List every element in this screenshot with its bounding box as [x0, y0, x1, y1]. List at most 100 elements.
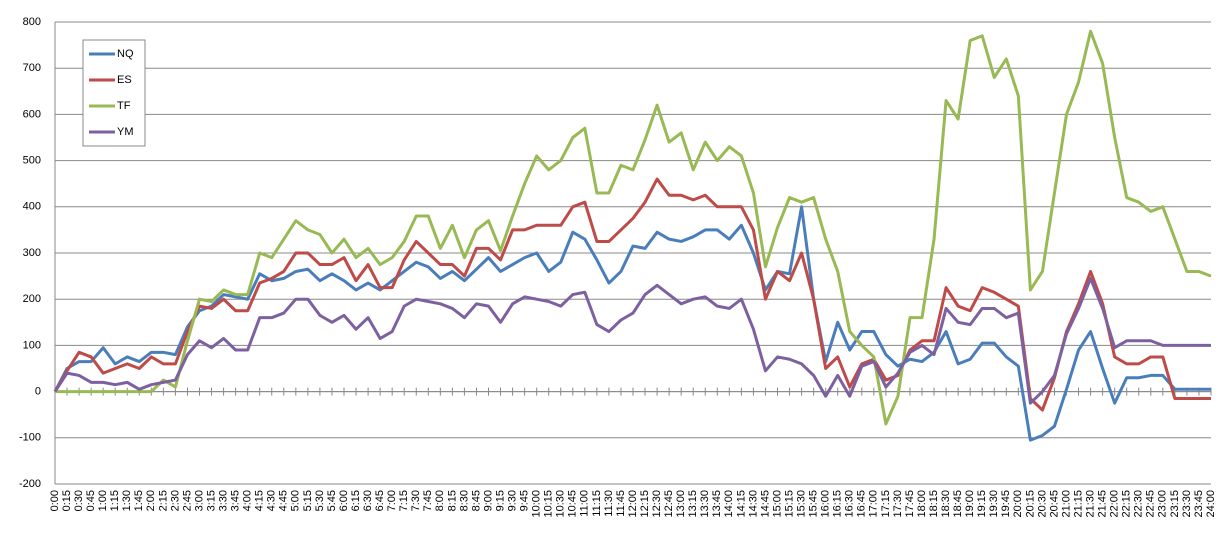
x-tick-label: 10:30	[555, 490, 567, 518]
x-tick-label: 1:30	[121, 490, 133, 511]
x-tick-label: 11:00	[579, 490, 591, 517]
x-tick-label: 19:15	[976, 490, 988, 518]
x-tick-label: 9:30	[506, 490, 518, 511]
y-tick-label: 400	[23, 201, 41, 213]
x-tick-label: 14:15	[735, 490, 747, 518]
x-tick-label: 16:30	[844, 490, 856, 518]
x-tick-label: 1:00	[97, 490, 109, 511]
x-tick-label: 3:45	[230, 490, 242, 511]
y-tick-label: 0	[35, 386, 41, 398]
x-tick-label: 1:45	[133, 490, 145, 511]
x-tick-label: 0:00	[49, 490, 61, 511]
x-tick-label: 18:30	[940, 490, 952, 518]
x-tick-label: 19:45	[1000, 490, 1012, 518]
x-tick-label: 15:30	[795, 490, 807, 518]
x-tick-label: 17:45	[904, 490, 916, 518]
x-tick-label: 5:30	[314, 490, 326, 511]
x-tick-label: 7:15	[398, 490, 410, 511]
legend-label: TF	[117, 100, 131, 112]
x-tick-label: 6:15	[350, 490, 362, 511]
y-tick-label: 300	[23, 247, 41, 259]
x-tick-label: 24:00	[1205, 490, 1217, 518]
y-tick-label: 800	[23, 16, 41, 28]
x-tick-label: 3:00	[193, 490, 205, 511]
x-tick-label: 2:45	[181, 490, 193, 511]
x-tick-label: 14:00	[723, 490, 735, 518]
x-tick-label: 21:45	[1097, 490, 1109, 518]
x-tick-label: 2:15	[157, 490, 169, 511]
x-tick-label: 0:30	[73, 490, 85, 511]
x-tick-label: 9:45	[519, 490, 531, 511]
x-tick-label: 8:30	[458, 490, 470, 511]
legend: NQ ES TF YM	[82, 39, 146, 147]
x-tick-label: 12:15	[639, 490, 651, 518]
x-tick-label: 18:45	[952, 490, 964, 518]
x-tick-label: 23:15	[1169, 490, 1181, 518]
series-line	[53, 177, 1211, 412]
y-tick-label: 700	[23, 62, 41, 74]
x-tick-label: 16:15	[832, 490, 844, 518]
x-tick-label: 17:00	[868, 490, 880, 518]
y-tick-label: 100	[23, 339, 41, 351]
x-tick-label: 0:15	[61, 490, 73, 511]
x-tick-label: 18:00	[916, 490, 928, 518]
x-tick-label: 16:00	[820, 490, 832, 518]
x-tick-label: 13:15	[687, 490, 699, 518]
x-tick-label: 10:15	[543, 490, 555, 518]
x-tick-label: 4:30	[266, 490, 278, 511]
x-tick-label: 11:30	[603, 490, 615, 517]
y-tick-label: -200	[19, 478, 41, 490]
series-line	[53, 276, 1211, 405]
x-tick-label: 3:15	[205, 490, 217, 511]
x-tick-label: 15:45	[808, 490, 820, 518]
x-tick-label: 23:00	[1157, 490, 1169, 518]
x-tick-label: 21:30	[1084, 490, 1096, 518]
x-tick-label: 7:30	[410, 490, 422, 511]
x-tick-label: 5:45	[326, 490, 338, 511]
x-tick-label: 22:45	[1145, 490, 1157, 518]
x-tick-label: 10:00	[531, 490, 543, 518]
x-tick-label: 21:15	[1072, 490, 1084, 518]
x-tick-label: 22:30	[1133, 490, 1145, 518]
x-tick-label: 9:15	[494, 490, 506, 511]
series-line	[55, 29, 1212, 426]
x-tick-label: 10:45	[567, 490, 579, 518]
y-tick-label: 600	[23, 108, 41, 120]
x-tick-label: 19:30	[988, 490, 1000, 518]
x-tick-label: 18:15	[928, 490, 940, 518]
x-tick-label: 14:30	[747, 490, 759, 518]
legend-label: NQ	[117, 48, 134, 60]
x-tick-label: 23:45	[1193, 490, 1205, 518]
x-tick-label: 15:15	[783, 490, 795, 518]
x-tick-label: 7:45	[422, 490, 434, 511]
legend-box	[82, 39, 146, 147]
x-tick-label: 17:15	[880, 490, 892, 518]
x-tick-label: 20:30	[1036, 490, 1048, 518]
x-tick-label: 6:45	[374, 490, 386, 511]
y-tick-label: 500	[23, 155, 41, 167]
x-tick-label: 11:15	[591, 490, 603, 517]
x-tick-label: 23:30	[1181, 490, 1193, 518]
x-tick-label: 12:00	[627, 490, 639, 518]
x-tick-label: 6:30	[362, 490, 374, 511]
x-tick-label: 14:45	[759, 490, 771, 518]
x-tick-label: 11:45	[615, 490, 627, 517]
x-tick-label: 8:00	[434, 490, 446, 511]
x-tick-label: 13:00	[675, 490, 687, 518]
x-tick-label: 15:00	[771, 490, 783, 518]
x-tick-label: 17:30	[892, 490, 904, 518]
legend-label: YM	[117, 126, 134, 138]
x-tick-label: 8:45	[470, 490, 482, 511]
y-tick-label: -100	[19, 432, 41, 444]
x-tick-label: 4:00	[242, 490, 254, 511]
legend-label: ES	[117, 74, 132, 86]
x-tick-label: 12:45	[663, 490, 675, 518]
x-tick-label: 20:15	[1024, 490, 1036, 518]
x-tick-label: 9:00	[482, 490, 494, 511]
x-tick-label: 7:00	[386, 490, 398, 511]
x-tick-label: 21:00	[1060, 490, 1072, 518]
x-tick-label: 3:30	[217, 490, 229, 511]
x-tick-label: 12:30	[651, 490, 663, 518]
x-tick-label: 8:15	[446, 490, 458, 511]
x-tick-label: 13:45	[711, 490, 723, 518]
